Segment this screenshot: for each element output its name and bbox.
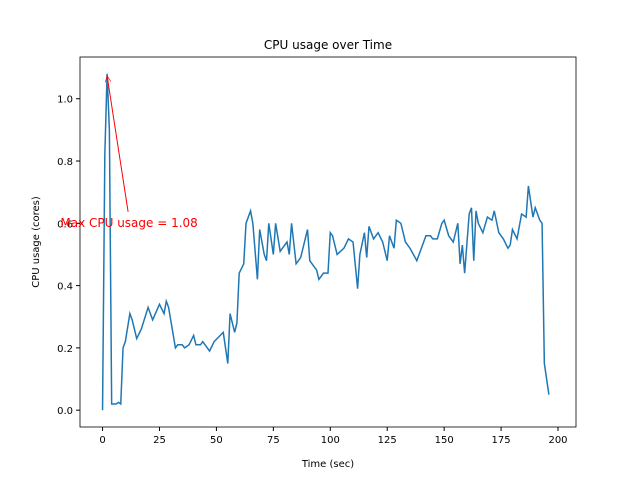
y-tick-label: 0.0 <box>57 406 73 417</box>
y-tick-label: 0.4 <box>57 282 73 293</box>
x-tick-label: 0 <box>99 435 105 446</box>
x-axis-label: Time (sec) <box>301 459 354 470</box>
x-tick-label: 150 <box>435 435 454 446</box>
x-tick-label: 200 <box>548 435 567 446</box>
y-tick-label: 0.6 <box>57 219 73 230</box>
x-tick-label: 75 <box>267 435 280 446</box>
y-tick-label: 0.2 <box>57 344 73 355</box>
annotation-arrow <box>107 76 129 212</box>
y-tick-label: 0.8 <box>57 157 73 168</box>
x-tick-label: 25 <box>153 435 166 446</box>
y-tick-label: 1.0 <box>57 95 73 106</box>
annotation-text: Max CPU usage = 1.08 <box>60 216 197 230</box>
plot-frame <box>79 56 577 428</box>
x-tick-label: 175 <box>492 435 511 446</box>
x-tick-label: 50 <box>210 435 223 446</box>
chart-title: CPU usage over Time <box>264 38 392 52</box>
x-tick-label: 125 <box>378 435 397 446</box>
x-tick-label: 100 <box>321 435 340 446</box>
data-line <box>101 73 550 411</box>
y-axis-label: CPU usage (cores) <box>31 196 42 288</box>
